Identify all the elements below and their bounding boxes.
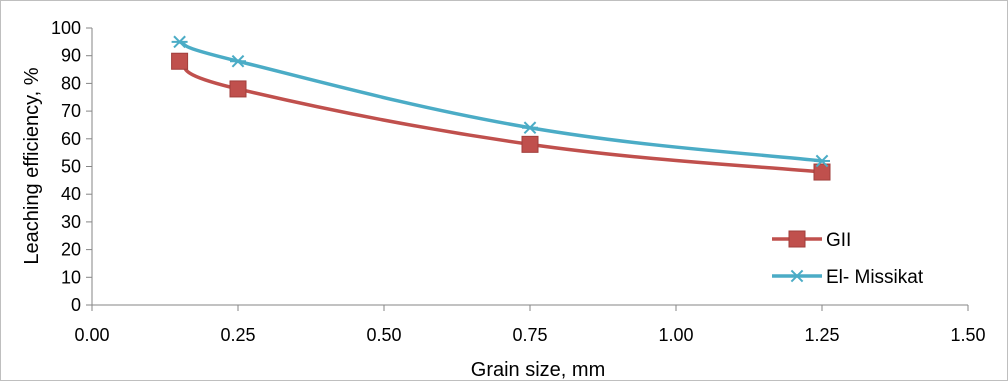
marker-stroke	[815, 154, 829, 168]
data-point-el-missikat	[814, 154, 830, 168]
legend: GII El- Missikat	[772, 230, 924, 288]
y-tick-label: 0	[71, 295, 81, 315]
y-tick-label: 70	[61, 101, 81, 121]
data-point-el-missikat	[230, 54, 246, 68]
data-point-gii	[521, 135, 539, 153]
y-tick-label: 60	[61, 129, 81, 149]
x-tick-label: 0.50	[366, 325, 401, 345]
x-tick-label: 1.00	[658, 325, 693, 345]
legend-marker-el-missikat	[789, 269, 805, 283]
data-point-gii	[813, 163, 831, 181]
data-point-gii	[229, 80, 247, 98]
series-layer	[171, 35, 831, 181]
series-gii	[171, 52, 831, 181]
series-line-el-missikat	[178, 40, 823, 163]
x-tick-label: 1.25	[804, 325, 839, 345]
series-el-missikat	[171, 35, 830, 168]
y-tick-label: 30	[61, 212, 81, 232]
y-tick-label: 20	[61, 240, 81, 260]
legend-marker-gii	[788, 230, 806, 248]
y-tick-label: 50	[61, 157, 81, 177]
y-tick-labels: 0 10 20 30 40 50 60 70 80 90 100	[51, 18, 81, 315]
legend-label-el-missikat: El- Missikat	[826, 267, 924, 288]
axes	[86, 27, 969, 311]
marker-stroke	[523, 121, 537, 135]
x-tick-label: 0.25	[220, 325, 255, 345]
marker-stroke	[790, 269, 804, 283]
y-tick-label: 40	[61, 184, 81, 204]
data-point-gii	[171, 52, 189, 70]
series-line-gii	[178, 59, 823, 174]
x-tick-label: 1.50	[950, 325, 985, 345]
y-tick-label: 80	[61, 73, 81, 93]
x-tick-label: 0.75	[512, 325, 547, 345]
marker-stroke	[231, 54, 245, 68]
legend-label-gii: GII	[826, 230, 851, 251]
data-point-el-missikat	[522, 121, 538, 135]
x-axis-title: Grain size, mm	[471, 359, 605, 381]
y-tick-label: 100	[51, 18, 81, 38]
y-tick-label: 90	[61, 46, 81, 66]
y-tick-label: 10	[61, 267, 81, 287]
x-tick-labels: 0.00 0.25 0.50 0.75 1.00 1.25 1.50	[74, 325, 985, 345]
data-point-el-missikat	[171, 35, 188, 49]
marker-stroke	[173, 35, 186, 49]
x-tick-label: 0.00	[74, 325, 109, 345]
y-axis-title: Leaching efficiency, %	[21, 67, 43, 264]
